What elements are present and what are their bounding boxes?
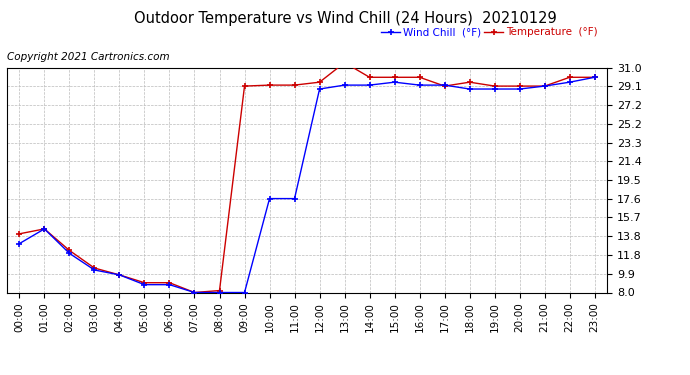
Text: Outdoor Temperature vs Wind Chill (24 Hours)  20210129: Outdoor Temperature vs Wind Chill (24 Ho… [134, 11, 556, 26]
Text: Copyright 2021 Cartronics.com: Copyright 2021 Cartronics.com [7, 53, 170, 63]
Legend: Wind Chill  (°F), Temperature  (°F): Wind Chill (°F), Temperature (°F) [377, 23, 602, 42]
